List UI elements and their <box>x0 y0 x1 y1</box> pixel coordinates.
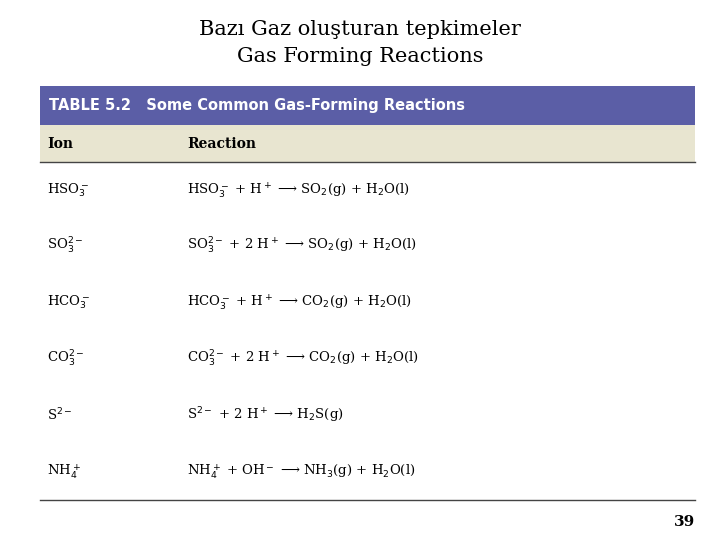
Bar <box>40 162 695 500</box>
Text: S$^{2-}$ + 2 H$^+$ ⟶ H$_2$S(g): S$^{2-}$ + 2 H$^+$ ⟶ H$_2$S(g) <box>187 406 344 425</box>
Text: HCO$_3^-$ + H$^+$ ⟶ CO$_2$(g) + H$_2$O(l): HCO$_3^-$ + H$^+$ ⟶ CO$_2$(g) + H$_2$O(l… <box>187 293 412 312</box>
Text: HSO$_3^-$ + H$^+$ ⟶ SO$_2$(g) + H$_2$O(l): HSO$_3^-$ + H$^+$ ⟶ SO$_2$(g) + H$_2$O(l… <box>187 181 410 199</box>
Text: Reaction: Reaction <box>187 137 256 151</box>
Text: CO$_3^{2-}$: CO$_3^{2-}$ <box>47 349 84 369</box>
Text: HCO$_3^-$: HCO$_3^-$ <box>47 294 90 312</box>
Text: NH$_4^+$: NH$_4^+$ <box>47 462 81 481</box>
Bar <box>40 125 695 162</box>
Text: HSO$_3^-$: HSO$_3^-$ <box>47 181 89 199</box>
Text: SO$_3^{2-}$ + 2 H$^+$ ⟶ SO$_2$(g) + H$_2$O(l): SO$_3^{2-}$ + 2 H$^+$ ⟶ SO$_2$(g) + H$_2… <box>187 237 417 256</box>
Text: CO$_3^{2-}$ + 2 H$^+$ ⟶ CO$_2$(g) + H$_2$O(l): CO$_3^{2-}$ + 2 H$^+$ ⟶ CO$_2$(g) + H$_2… <box>187 349 419 369</box>
Text: Ion: Ion <box>47 137 73 151</box>
Text: Bazı Gaz oluşturan tepkimeler: Bazı Gaz oluşturan tepkimeler <box>199 20 521 39</box>
Text: 39: 39 <box>673 515 695 529</box>
Text: S$^{2-}$: S$^{2-}$ <box>47 407 73 423</box>
Text: NH$_4^+$ + OH$^-$ ⟶ NH$_3$(g) + H$_2$O(l): NH$_4^+$ + OH$^-$ ⟶ NH$_3$(g) + H$_2$O(l… <box>187 462 415 481</box>
Text: SO$_3^{2-}$: SO$_3^{2-}$ <box>47 237 84 256</box>
Text: TABLE 5.2   Some Common Gas-Forming Reactions: TABLE 5.2 Some Common Gas-Forming Reacti… <box>49 98 465 113</box>
Text: Gas Forming Reactions: Gas Forming Reactions <box>237 47 483 66</box>
Bar <box>40 86 695 125</box>
